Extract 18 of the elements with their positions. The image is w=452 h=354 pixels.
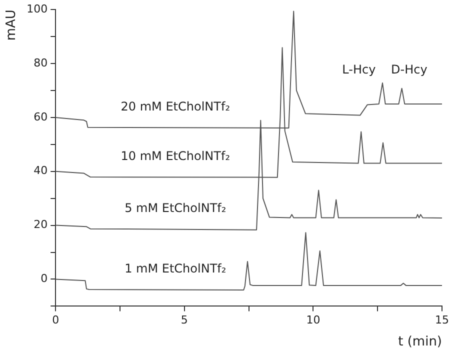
x-tick-label: 0 xyxy=(52,314,60,327)
y-axis-title: mAU xyxy=(4,10,20,41)
y-tick-label: 60 xyxy=(34,110,48,124)
x-tick-label: 15 xyxy=(435,314,449,327)
y-tick-label: 0 xyxy=(40,272,48,286)
y-tick-label: 100 xyxy=(26,2,48,16)
y-tick-label: 80 xyxy=(34,56,48,70)
y-tick-label: 40 xyxy=(34,164,48,178)
series-label: 5 mM EtCholNTf₂ xyxy=(124,200,226,215)
annotation: L-Hcy xyxy=(342,62,376,77)
y-tick-label: 20 xyxy=(34,218,48,232)
x-tick-label: 10 xyxy=(306,314,320,327)
annotation: D-Hcy xyxy=(391,62,428,77)
x-axis-title: t (min) xyxy=(398,334,442,350)
series-label: 1 mM EtCholNTf₂ xyxy=(124,262,226,276)
series-label: 10 mM EtCholNTf₂ xyxy=(120,149,230,164)
x-tick-label: 5 xyxy=(180,314,188,327)
series-label: 20 mM EtCholNTf₂ xyxy=(120,100,230,114)
